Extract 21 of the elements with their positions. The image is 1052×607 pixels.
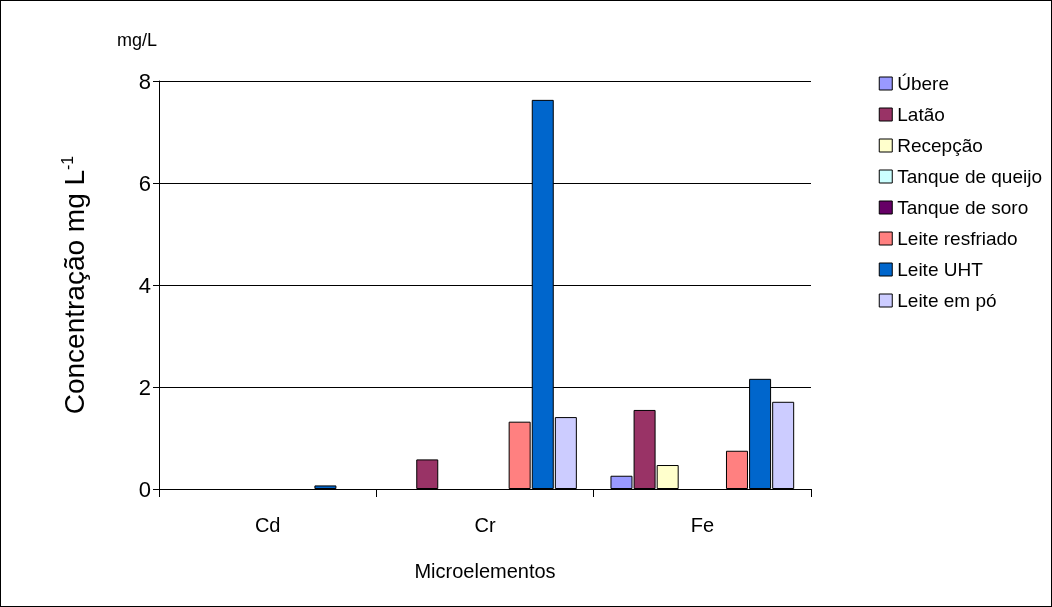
legend-label: Leite em pó [897,290,997,311]
legend-label: Recepção [897,135,983,156]
y-tick-label: 0 [138,476,151,502]
y-tick-label: 2 [138,374,151,400]
x-axis-title: Microelementos [414,560,556,582]
legend-label: Tanque de queijo [897,166,1043,187]
legend-label: Leite UHT [897,259,984,280]
legend-label: Leite resfriado [897,228,1018,249]
text: mg/L [117,30,158,50]
x-tick-label: Cr [474,514,496,536]
bar [416,459,439,489]
legend-label: Tanque de soro [897,197,1029,218]
y-axis-title: Concentração mg L-1 [58,155,90,415]
bar [314,485,337,489]
y-tick-label: 6 [138,170,151,196]
x-tick-label: Cd [254,514,281,536]
y-tick-label: 4 [138,272,151,298]
y-tick-label: 8 [138,68,151,94]
legend-label: Úbere [897,73,950,94]
x-tick-label: Fe [690,514,715,536]
legend-label: Latão [897,104,945,125]
